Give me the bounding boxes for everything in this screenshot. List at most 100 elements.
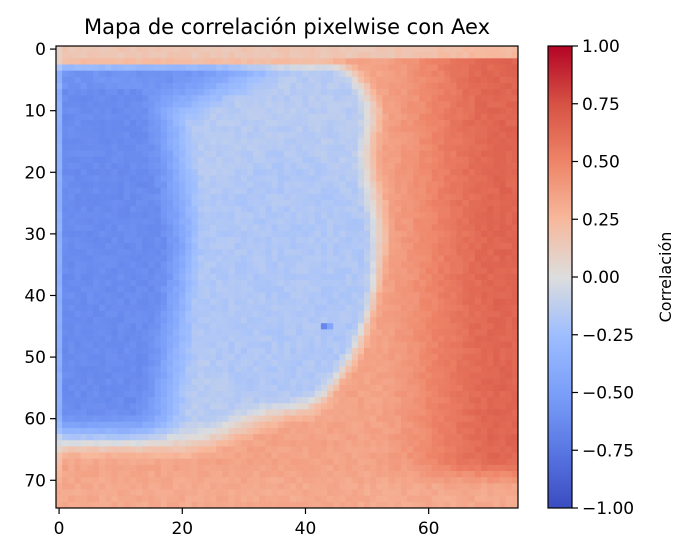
heatmap-cell bbox=[210, 440, 217, 447]
heatmap-cell bbox=[271, 113, 279, 121]
heatmap-cell bbox=[345, 169, 353, 176]
heatmap-cell bbox=[394, 119, 402, 127]
heatmap-cell bbox=[296, 46, 303, 53]
heatmap-cell bbox=[142, 193, 149, 201]
heatmap-cell bbox=[345, 206, 353, 213]
heatmap-cell bbox=[444, 329, 451, 336]
heatmap-cell bbox=[99, 107, 106, 115]
heatmap-cell bbox=[136, 317, 143, 324]
heatmap-cell bbox=[68, 150, 75, 158]
heatmap-cell bbox=[308, 347, 316, 355]
heatmap-cell bbox=[271, 169, 279, 176]
heatmap-cell bbox=[222, 286, 229, 293]
heatmap-cell bbox=[86, 421, 94, 429]
heatmap-cell bbox=[222, 323, 229, 330]
heatmap-cell bbox=[345, 64, 353, 71]
heatmap-cell bbox=[74, 267, 81, 275]
heatmap-cell bbox=[308, 329, 316, 336]
heatmap-cell bbox=[203, 397, 211, 404]
heatmap-cell bbox=[203, 82, 211, 90]
heatmap-cell bbox=[246, 236, 254, 244]
heatmap-cell bbox=[80, 224, 88, 232]
heatmap-cell bbox=[333, 101, 340, 108]
heatmap-cell bbox=[456, 292, 463, 299]
heatmap-cell bbox=[364, 156, 371, 164]
heatmap-cell bbox=[123, 89, 131, 96]
heatmap-cell bbox=[413, 249, 420, 256]
heatmap-cell bbox=[240, 206, 248, 213]
heatmap-cell bbox=[148, 64, 155, 71]
heatmap-cell bbox=[203, 261, 211, 269]
heatmap-cell bbox=[456, 409, 463, 416]
heatmap-cell bbox=[364, 304, 371, 312]
heatmap-cell bbox=[407, 341, 414, 349]
heatmap-cell bbox=[314, 101, 322, 108]
heatmap-cell bbox=[62, 298, 69, 306]
heatmap-cell bbox=[425, 440, 433, 447]
heatmap-cell bbox=[99, 200, 106, 207]
heatmap-cell bbox=[277, 150, 285, 158]
heatmap-cell bbox=[511, 200, 519, 207]
heatmap-cell bbox=[210, 175, 217, 182]
heatmap-cell bbox=[86, 64, 94, 71]
heatmap-cell bbox=[148, 267, 155, 275]
heatmap-cell bbox=[351, 280, 359, 287]
heatmap-cell bbox=[456, 335, 463, 343]
heatmap-cell bbox=[271, 119, 279, 127]
heatmap-cell bbox=[234, 255, 242, 262]
heatmap-cell bbox=[197, 347, 205, 355]
heatmap-cell bbox=[450, 132, 457, 139]
heatmap-cell bbox=[99, 236, 106, 244]
heatmap-cell bbox=[505, 212, 513, 219]
heatmap-cell bbox=[425, 255, 433, 262]
heatmap-cell bbox=[407, 335, 414, 343]
heatmap-cell bbox=[302, 304, 309, 312]
heatmap-cell bbox=[296, 230, 303, 238]
heatmap-cell bbox=[394, 341, 402, 349]
heatmap-cell bbox=[296, 58, 303, 65]
heatmap-cell bbox=[382, 212, 389, 219]
heatmap-cell bbox=[327, 360, 334, 367]
heatmap-cell bbox=[216, 58, 223, 65]
heatmap-cell bbox=[431, 415, 439, 423]
heatmap-cell bbox=[425, 169, 433, 176]
heatmap-cell bbox=[265, 354, 272, 361]
heatmap-cell bbox=[68, 95, 75, 102]
heatmap-cell bbox=[99, 212, 106, 219]
heatmap-cell bbox=[400, 298, 408, 306]
heatmap-cell bbox=[370, 144, 377, 152]
heatmap-cells bbox=[56, 46, 519, 509]
heatmap-cell bbox=[431, 286, 439, 293]
heatmap-cell bbox=[191, 255, 199, 262]
heatmap-cell bbox=[259, 354, 266, 361]
heatmap-cell bbox=[283, 206, 291, 213]
heatmap-cell bbox=[450, 200, 457, 207]
heatmap-cell bbox=[166, 52, 174, 59]
heatmap-cell bbox=[222, 384, 229, 392]
heatmap-cell bbox=[277, 193, 285, 201]
heatmap-cell bbox=[271, 440, 279, 447]
heatmap-cell bbox=[142, 187, 149, 195]
heatmap-cell bbox=[228, 440, 235, 447]
heatmap-cell bbox=[166, 156, 174, 164]
heatmap-cell bbox=[210, 224, 217, 232]
heatmap-cell bbox=[499, 218, 507, 225]
heatmap-cell bbox=[166, 138, 174, 145]
heatmap-cell bbox=[216, 335, 223, 343]
heatmap-cell bbox=[493, 95, 500, 102]
heatmap-cell bbox=[166, 440, 174, 447]
heatmap-cell bbox=[388, 390, 396, 398]
heatmap-cell bbox=[210, 329, 217, 336]
heatmap-cell bbox=[62, 175, 69, 182]
heatmap-cell bbox=[320, 126, 328, 133]
heatmap-cell bbox=[216, 169, 223, 176]
heatmap-cell bbox=[314, 390, 322, 398]
heatmap-cell bbox=[481, 113, 488, 121]
heatmap-cell bbox=[382, 169, 389, 176]
heatmap-cell bbox=[129, 126, 137, 133]
heatmap-cell bbox=[339, 113, 346, 121]
heatmap-cell bbox=[468, 280, 476, 287]
heatmap-cell bbox=[437, 82, 445, 90]
heatmap-cell bbox=[111, 397, 118, 404]
heatmap-cell bbox=[481, 107, 488, 115]
